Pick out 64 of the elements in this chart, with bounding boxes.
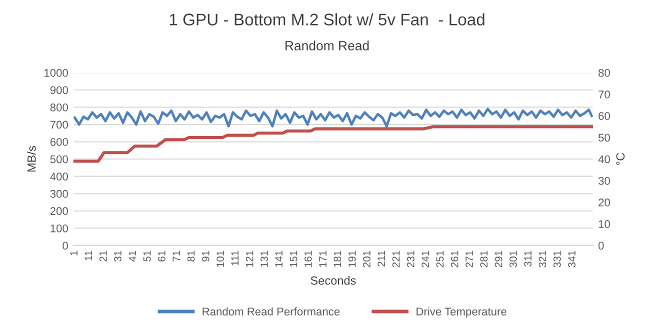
x-tick-label: 221 bbox=[392, 250, 400, 268]
x-tick-label: 181 bbox=[334, 250, 342, 267]
x-tick-label: 91 bbox=[202, 250, 210, 262]
x-axis-title: Seconds bbox=[310, 276, 356, 285]
x-tick-label: 131 bbox=[260, 250, 268, 267]
y-tick-label: 300 bbox=[50, 190, 68, 198]
x-tick-label: 311 bbox=[524, 250, 532, 267]
x-tick-label: 21 bbox=[99, 250, 107, 262]
y2-tick-label: 60 bbox=[598, 112, 610, 120]
x-tick-label: 191 bbox=[348, 250, 356, 267]
x-tick-label: 61 bbox=[158, 250, 166, 262]
x-tick-label: 71 bbox=[172, 250, 180, 262]
chart-title: 1 GPU - Bottom M.2 Slot w/ 5v Fan - Load bbox=[170, 13, 484, 26]
x-tick-label: 141 bbox=[275, 250, 282, 267]
x-tick-label: 31 bbox=[114, 250, 122, 262]
y-tick-label: 700 bbox=[50, 120, 68, 129]
y2-tick-label: 20 bbox=[598, 198, 610, 206]
y2-tick-label: 50 bbox=[598, 134, 610, 142]
x-tick-label: 81 bbox=[187, 250, 195, 262]
x-tick-label: 261 bbox=[450, 250, 458, 268]
y2-tick-label: 80 bbox=[598, 68, 610, 77]
x-tick-label: 331 bbox=[553, 250, 561, 268]
x-tick-label: 321 bbox=[538, 250, 546, 268]
x-tick-label: 171 bbox=[319, 250, 326, 267]
y2-tick-label: 70 bbox=[598, 90, 610, 98]
y-tick-label: 100 bbox=[50, 224, 68, 232]
y2-tick-label: 0 bbox=[598, 242, 604, 250]
legend-label: Random Read Performance bbox=[202, 307, 340, 316]
x-tick-label: 151 bbox=[290, 250, 298, 267]
x-tick-label: 111 bbox=[231, 250, 239, 266]
x-tick-label: 41 bbox=[128, 250, 136, 262]
x-tick-label: 301 bbox=[510, 250, 517, 268]
x-tick-label: 281 bbox=[480, 250, 488, 268]
y2-tick-label: 30 bbox=[598, 176, 610, 185]
x-tick-label: 211 bbox=[378, 250, 385, 266]
x-tick-label: 271 bbox=[466, 250, 473, 268]
y-tick-label: 600 bbox=[50, 138, 68, 146]
x-tick-label: 201 bbox=[363, 250, 370, 268]
x-tick-label: 231 bbox=[406, 250, 414, 268]
x-tick-label: 241 bbox=[422, 250, 429, 268]
x-tick-label: 121 bbox=[246, 250, 254, 267]
y2-tick-label: 10 bbox=[598, 220, 610, 228]
x-tick-label: 51 bbox=[143, 250, 151, 262]
legend-label: Drive Temperature bbox=[416, 307, 506, 318]
y-tick-label: 400 bbox=[50, 172, 68, 180]
y2-tick-label: 40 bbox=[598, 155, 610, 164]
x-tick-label: 341 bbox=[568, 250, 576, 268]
line-series bbox=[73, 125, 594, 163]
y-tick-label: 900 bbox=[50, 86, 68, 94]
y-tick-label: 1000 bbox=[44, 68, 68, 77]
y-tick-label: 200 bbox=[50, 207, 68, 216]
y-tick-label: 800 bbox=[50, 104, 68, 112]
x-tick-label: 11 bbox=[84, 250, 92, 260]
x-tick-label: 161 bbox=[304, 250, 312, 267]
chart-subtitle: Random Read bbox=[286, 40, 369, 50]
y-axis-title: MB/s bbox=[27, 146, 36, 172]
x-tick-label: 101 bbox=[216, 250, 224, 267]
line-series bbox=[73, 108, 593, 128]
x-tick-label: 1 bbox=[70, 250, 78, 256]
y2-axis-title: °C bbox=[616, 152, 625, 165]
y-tick-label: 500 bbox=[50, 155, 68, 164]
y-tick-label: 0 bbox=[62, 242, 68, 250]
x-tick-label: 251 bbox=[436, 250, 444, 268]
x-tick-label: 291 bbox=[494, 250, 502, 268]
